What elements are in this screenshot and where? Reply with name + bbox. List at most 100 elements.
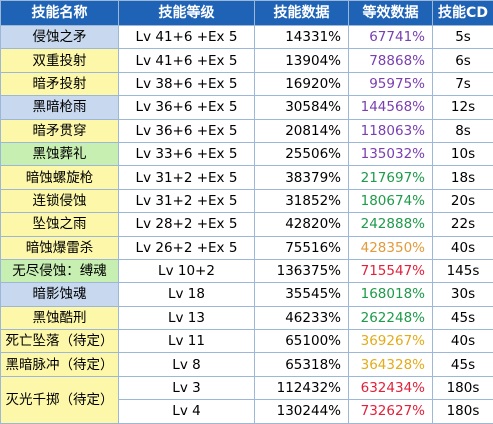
equivalent-data: 262248% <box>349 306 433 329</box>
table-row: 死亡坠落（待定） Lv 11 65100% 369267% 40s <box>1 330 493 353</box>
table-row: 黑蚀葬礼 Lv 33+6 +Ex 5 25506% 135032% 10s <box>1 142 493 165</box>
table-row: 无尽侵蚀：缚魂 Lv 10+2 136375% 715547% 145s <box>1 259 493 282</box>
equivalent-data: 144568% <box>349 96 433 119</box>
skill-data: 30584% <box>255 96 349 119</box>
equivalent-data: 135032% <box>349 142 433 165</box>
header-skill-level: 技能等级 <box>119 1 255 26</box>
skill-name: 黑暗枪雨 <box>1 96 119 119</box>
table-row: 暗矛贯穿 Lv 36+6 +Ex 5 20814% 118063% 8s <box>1 119 493 142</box>
skill-name: 黑暗脉冲（待定） <box>1 353 119 376</box>
equivalent-data: 369267% <box>349 330 433 353</box>
skill-data: 38379% <box>255 166 349 189</box>
skill-level: Lv 13 <box>119 306 255 329</box>
header-skill-data: 技能数据 <box>255 1 349 26</box>
skill-level: Lv 33+6 +Ex 5 <box>119 142 255 165</box>
skill-name: 死亡坠落（待定） <box>1 330 119 353</box>
equivalent-data: 732627% <box>349 400 433 423</box>
skill-level: Lv 26+2 +Ex 5 <box>119 236 255 259</box>
skill-cd: 40s <box>433 330 493 353</box>
skill-data: 20814% <box>255 119 349 142</box>
skill-level: Lv 3 <box>119 376 255 399</box>
skill-data: 65100% <box>255 330 349 353</box>
skill-name: 暗矛贯穿 <box>1 119 119 142</box>
skill-data: 31852% <box>255 189 349 212</box>
skill-cd: 30s <box>433 283 493 306</box>
header-skill-name: 技能名称 <box>1 1 119 26</box>
skill-cd: 7s <box>433 72 493 95</box>
table-row: 暗蚀螺旋枪 Lv 31+2 +Ex 5 38379% 217697% 18s <box>1 166 493 189</box>
skill-data: 46233% <box>255 306 349 329</box>
skill-level: Lv 8 <box>119 353 255 376</box>
table-row: 黑蚀酷刑 Lv 13 46233% 262248% 45s <box>1 306 493 329</box>
equivalent-data: 67741% <box>349 26 433 49</box>
skill-level: Lv 11 <box>119 330 255 353</box>
skill-data: 14331% <box>255 26 349 49</box>
skill-cd: 145s <box>433 259 493 282</box>
skill-name: 连锁侵蚀 <box>1 189 119 212</box>
skill-name: 暗矛投射 <box>1 72 119 95</box>
skill-cd: 45s <box>433 306 493 329</box>
skill-level: Lv 4 <box>119 400 255 423</box>
skill-data: 42820% <box>255 213 349 236</box>
skill-cd: 6s <box>433 49 493 72</box>
skill-data: 65318% <box>255 353 349 376</box>
skill-cd: 12s <box>433 96 493 119</box>
table-row: 暗蚀爆雷杀 Lv 26+2 +Ex 5 75516% 428350% 40s <box>1 236 493 259</box>
skill-name: 无尽侵蚀：缚魂 <box>1 259 119 282</box>
skill-name: 暗影蚀魂 <box>1 283 119 306</box>
skill-cd: 45s <box>433 353 493 376</box>
equivalent-data: 715547% <box>349 259 433 282</box>
skill-level: Lv 28+2 +Ex 5 <box>119 213 255 236</box>
skill-level: Lv 41+6 +Ex 5 <box>119 49 255 72</box>
equivalent-data: 632434% <box>349 376 433 399</box>
header-skill-cd: 技能CD <box>433 1 493 26</box>
table-row: 连锁侵蚀 Lv 31+2 +Ex 5 31852% 180674% 20s <box>1 189 493 212</box>
skill-name: 黑蚀葬礼 <box>1 142 119 165</box>
skill-name: 暗蚀螺旋枪 <box>1 166 119 189</box>
skill-name: 灭光千掷（待定） <box>1 376 119 423</box>
skill-cd: 180s <box>433 376 493 399</box>
skill-cd: 180s <box>433 400 493 423</box>
table-row: 灭光千掷（待定） Lv 3 112432% 632434% 180s <box>1 376 493 399</box>
skill-name: 坠蚀之雨 <box>1 213 119 236</box>
equivalent-data: 217697% <box>349 166 433 189</box>
equivalent-data: 242888% <box>349 213 433 236</box>
equivalent-data: 78868% <box>349 49 433 72</box>
skill-name: 侵蚀之矛 <box>1 26 119 49</box>
skill-name: 双重投射 <box>1 49 119 72</box>
skill-cd: 20s <box>433 189 493 212</box>
table-row: 暗矛投射 Lv 38+6 +Ex 5 16920% 95975% 7s <box>1 72 493 95</box>
skill-level: Lv 10+2 <box>119 259 255 282</box>
equivalent-data: 364328% <box>349 353 433 376</box>
skill-cd: 40s <box>433 236 493 259</box>
skill-data: 13904% <box>255 49 349 72</box>
skill-level: Lv 38+6 +Ex 5 <box>119 72 255 95</box>
skill-data: 16920% <box>255 72 349 95</box>
equivalent-data: 95975% <box>349 72 433 95</box>
table-row: 双重投射 Lv 41+6 +Ex 5 13904% 78868% 6s <box>1 49 493 72</box>
skill-cd: 8s <box>433 119 493 142</box>
skill-data: 136375% <box>255 259 349 282</box>
skill-level: Lv 31+2 +Ex 5 <box>119 166 255 189</box>
skill-cd: 10s <box>433 142 493 165</box>
skill-level: Lv 18 <box>119 283 255 306</box>
table-row: 暗影蚀魂 Lv 18 35545% 168018% 30s <box>1 283 493 306</box>
skill-data: 75516% <box>255 236 349 259</box>
skill-level: Lv 31+2 +Ex 5 <box>119 189 255 212</box>
skill-name: 黑蚀酷刑 <box>1 306 119 329</box>
skill-data: 130244% <box>255 400 349 423</box>
header-equivalent-data: 等效数据 <box>349 1 433 26</box>
table-row: 黑暗脉冲（待定） Lv 8 65318% 364328% 45s <box>1 353 493 376</box>
table-row: 黑暗枪雨 Lv 36+6 +Ex 5 30584% 144568% 12s <box>1 96 493 119</box>
skill-cd: 22s <box>433 213 493 236</box>
table-row: 侵蚀之矛 Lv 41+6 +Ex 5 14331% 67741% 5s <box>1 26 493 49</box>
equivalent-data: 168018% <box>349 283 433 306</box>
header-row: 技能名称 技能等级 技能数据 等效数据 技能CD <box>1 1 493 26</box>
skill-level: Lv 36+6 +Ex 5 <box>119 119 255 142</box>
equivalent-data: 428350% <box>349 236 433 259</box>
skill-data: 25506% <box>255 142 349 165</box>
skill-data: 112432% <box>255 376 349 399</box>
skill-level: Lv 36+6 +Ex 5 <box>119 96 255 119</box>
skill-data: 35545% <box>255 283 349 306</box>
